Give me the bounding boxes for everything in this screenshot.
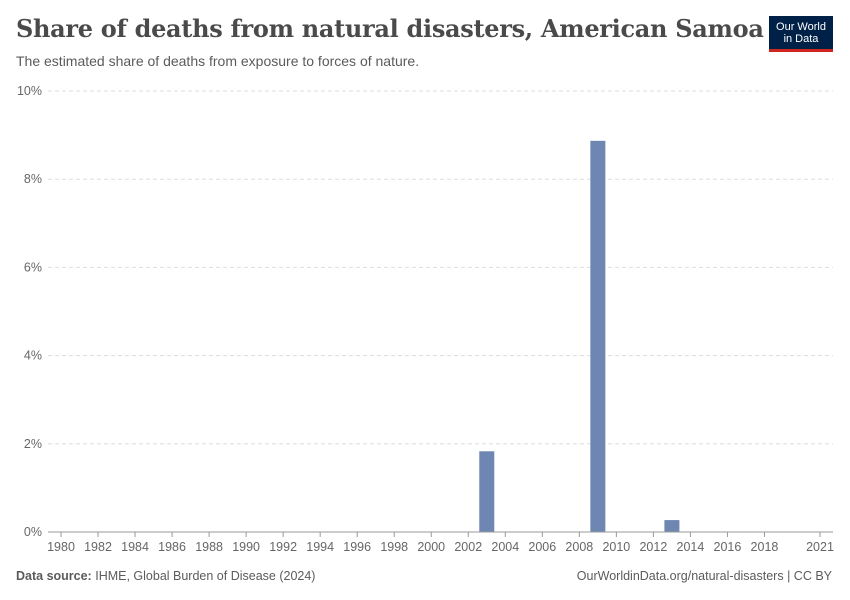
x-tick-label: 2004 — [491, 540, 519, 554]
x-tick-label: 1992 — [269, 540, 297, 554]
x-axis: 1980 1982 1984 1986 1988 1990 1992 1994 1996 1998… — [47, 531, 834, 554]
x-tick-label: 2006 — [528, 540, 556, 554]
bars — [479, 140, 680, 532]
bar-2009[interactable] — [590, 140, 606, 532]
bar-2003[interactable] — [479, 451, 495, 532]
gridlines — [48, 90, 833, 445]
x-tick-label: 2016 — [714, 540, 742, 554]
x-tick-label: 1982 — [84, 540, 112, 554]
x-tick-label: 2000 — [417, 540, 445, 554]
bar-2013[interactable] — [664, 520, 680, 532]
y-tick-label: 10% — [17, 84, 42, 98]
x-tick-label: 2012 — [639, 540, 667, 554]
x-tick-label: 2002 — [454, 540, 482, 554]
data-source-value[interactable]: IHME, Global Burden of Disease (2024) — [95, 569, 316, 583]
x-tick-label: 1998 — [380, 540, 408, 554]
y-tick-label: 4% — [24, 349, 42, 363]
x-tick-label: 1984 — [121, 540, 149, 554]
x-tick-label: 1996 — [343, 540, 371, 554]
y-axis-labels: 0% 2% 4% 6% 8% 10% — [17, 84, 42, 539]
x-tick-label: 1994 — [306, 540, 334, 554]
owid-logo[interactable]: Our World in Data — [769, 16, 833, 52]
x-tick-label: 2010 — [602, 540, 630, 554]
y-tick-label: 2% — [24, 437, 42, 451]
data-source: Data source: IHME, Global Burden of Dise… — [16, 569, 315, 583]
y-tick-label: 6% — [24, 260, 42, 274]
chart-title: Share of deaths from natural disasters, … — [16, 14, 764, 43]
chart-subtitle: The estimated share of deaths from expos… — [16, 53, 420, 69]
logo-line-2: in Data — [783, 33, 819, 45]
y-tick-label: 8% — [24, 172, 42, 186]
footer-url[interactable]: OurWorldinData.org/natural-disasters | C… — [576, 569, 832, 583]
x-tick-label: 1980 — [47, 540, 75, 554]
data-source-label: Data source: — [16, 569, 92, 583]
x-tick-label: 1988 — [195, 540, 223, 554]
x-tick-label: 1986 — [158, 540, 186, 554]
x-tick-label: 1990 — [232, 540, 260, 554]
x-tick-label: 2014 — [677, 540, 705, 554]
x-tick-label: 2008 — [565, 540, 593, 554]
y-tick-label: 0% — [24, 525, 42, 539]
x-tick-label: 2021 — [806, 540, 834, 554]
logo-line-1: Our World — [776, 21, 826, 33]
x-tick-label: 2018 — [751, 540, 779, 554]
